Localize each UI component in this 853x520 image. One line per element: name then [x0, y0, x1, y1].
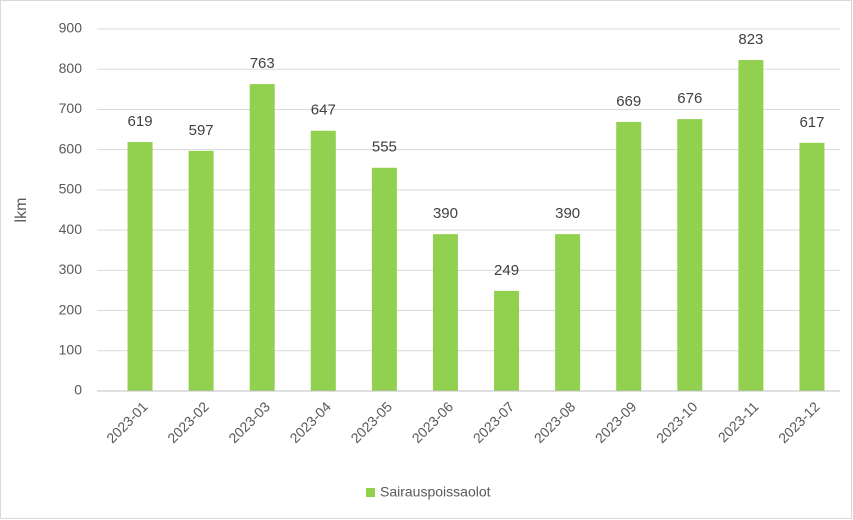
data-label: 390: [433, 205, 458, 222]
data-label: 390: [555, 205, 580, 222]
legend-swatch: [366, 488, 375, 497]
data-label: 676: [677, 90, 702, 107]
data-label: 597: [189, 122, 214, 139]
bar: [432, 234, 458, 391]
bar: [799, 142, 825, 391]
y-tick-label: 800: [59, 60, 83, 76]
legend-label: Sairauspoissaolot: [380, 484, 491, 500]
y-tick-label: 400: [59, 221, 83, 237]
data-label: 647: [311, 102, 336, 119]
bar: [249, 84, 275, 392]
data-label: 619: [128, 113, 153, 130]
y-tick-label: 600: [59, 140, 83, 156]
data-label: 617: [799, 114, 824, 131]
data-label: 249: [494, 262, 519, 279]
y-tick-label: 300: [59, 261, 83, 277]
y-tick-label: 900: [59, 20, 83, 36]
bar: [738, 59, 764, 392]
y-axis-label: lkm: [13, 198, 30, 223]
bar: [371, 167, 397, 391]
y-tick-label: 700: [59, 100, 83, 116]
data-label: 823: [738, 31, 763, 48]
data-label: 669: [616, 93, 641, 110]
y-tick-label: 100: [59, 341, 83, 357]
bar: [127, 142, 153, 391]
data-label: 763: [250, 55, 275, 72]
y-tick-label: 200: [59, 301, 83, 317]
y-tick-label: 0: [74, 382, 82, 398]
bar: [188, 150, 214, 391]
bar: [494, 290, 520, 391]
bar: [555, 234, 581, 391]
data-label: 555: [372, 139, 397, 156]
bar: [310, 130, 336, 392]
y-tick-label: 500: [59, 181, 83, 197]
bar: [616, 121, 642, 391]
bar: [677, 119, 703, 391]
